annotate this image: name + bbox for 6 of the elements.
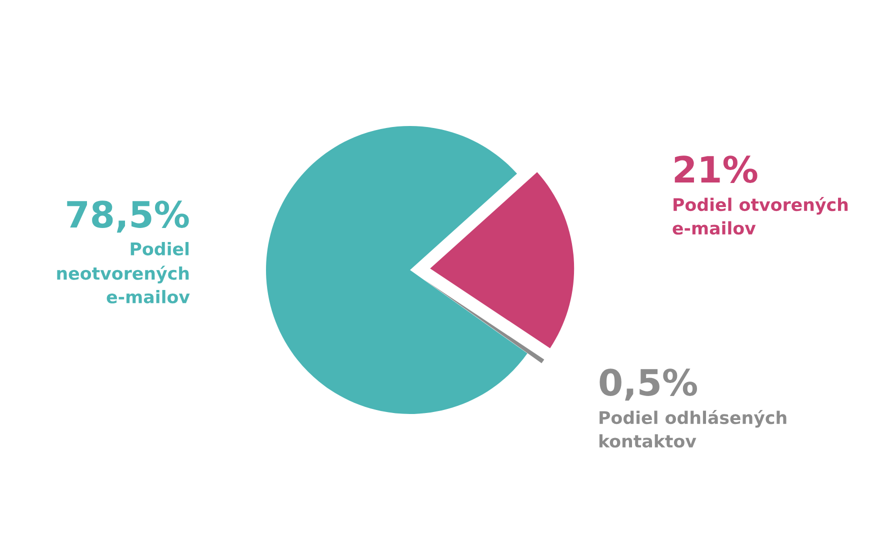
- slice-label: Podiel neotvorených e-mailov: [57, 242, 190, 304]
- data-label: 21%: [674, 156, 758, 183]
- data-label: 78,5%: [67, 200, 189, 233]
- slice-label: Podiel otvorených e-mailov: [672, 197, 848, 235]
- data-label: 0,5%: [600, 368, 698, 401]
- slice-label: Podiel odhlásených kontaktov: [599, 410, 786, 448]
